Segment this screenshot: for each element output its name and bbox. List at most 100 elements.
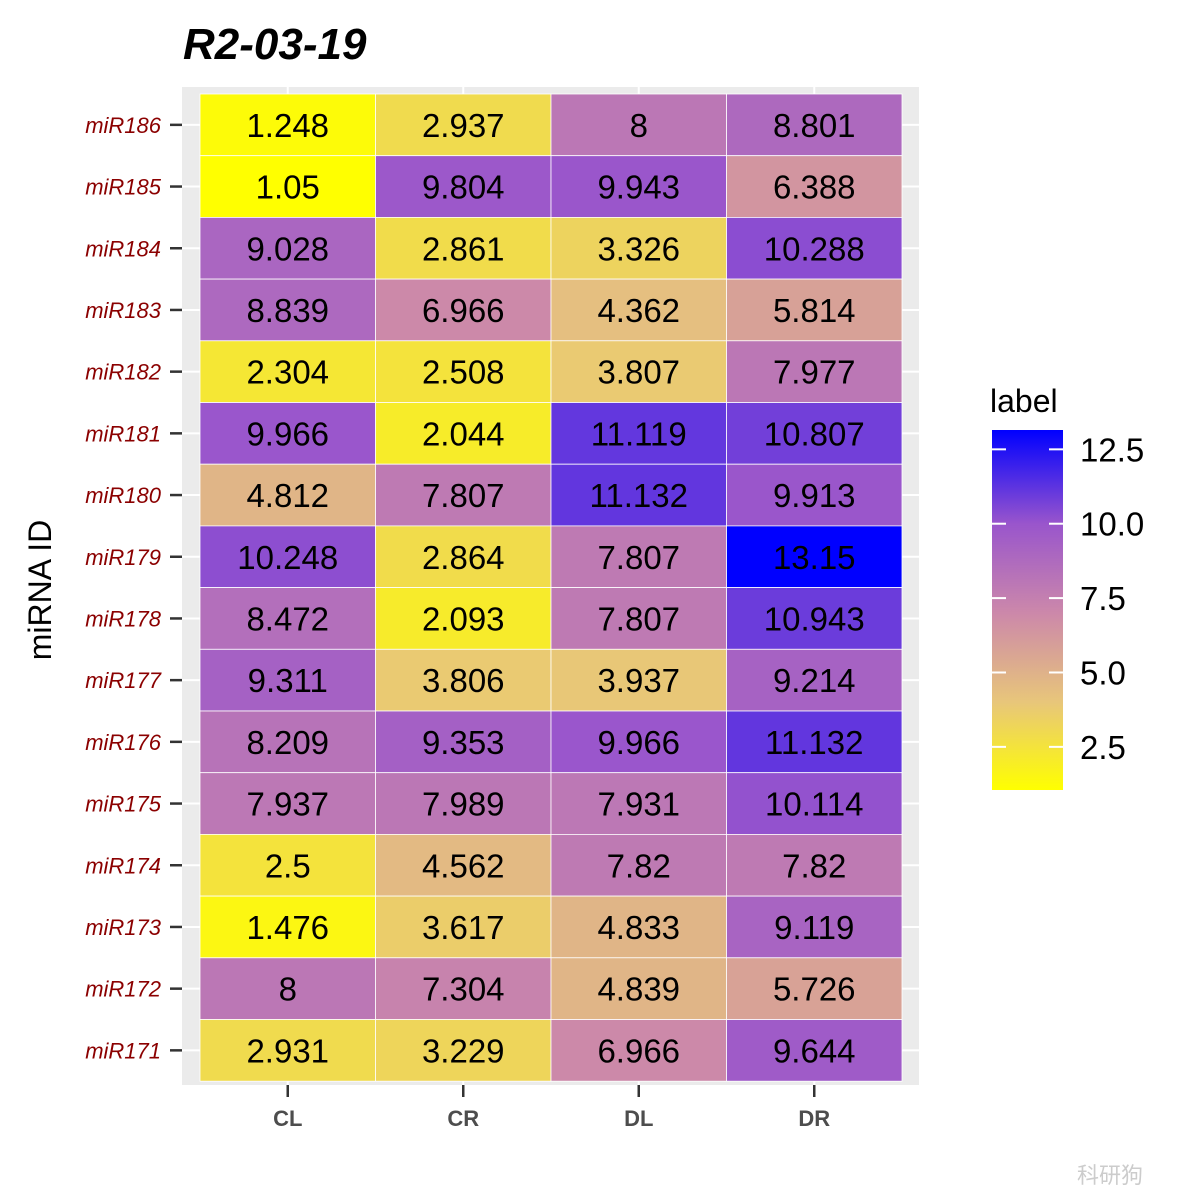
legend-tick-label: 12.5 (1080, 431, 1144, 468)
heatmap-cell (550, 710, 727, 774)
cell-label: 11.132 (590, 477, 688, 514)
x-tick-label: CL (273, 1106, 302, 1131)
cell-label: 2.304 (246, 354, 329, 391)
cell-label: 3.937 (597, 662, 680, 699)
cell-label: 9.804 (422, 169, 505, 206)
heatmap-cell (199, 340, 376, 403)
y-tick-label: miR177 (85, 668, 162, 693)
legend-ticks: 2.5 5.0 7.5 10.0 12.5 (992, 431, 1144, 766)
heatmap-cell (375, 340, 552, 403)
cell-label: 4.562 (422, 847, 505, 884)
heatmap-cell (375, 463, 552, 527)
heatmap-cell (726, 772, 903, 835)
cell-label: 7.989 (422, 786, 505, 823)
cell-label: 2.508 (422, 354, 505, 391)
heatmap-cell (550, 155, 727, 218)
cell-label: 9.644 (773, 1032, 856, 1069)
cell-label: 9.353 (422, 724, 505, 761)
heatmap-cell (726, 155, 903, 218)
chart-title: R2-03-19 (183, 20, 367, 69)
heatmap-cell (375, 834, 552, 897)
x-tick-label: DR (798, 1106, 830, 1131)
heatmap-cell (199, 834, 376, 897)
cell-label: 11.132 (765, 724, 863, 761)
heatmap-cell (375, 216, 552, 280)
cell-label: 7.807 (597, 539, 680, 576)
heatmap-cell (550, 93, 727, 157)
heatmap-cell (726, 957, 903, 1020)
color-legend: label 2.5 5.0 7.5 10.0 12.5 (990, 383, 1144, 790)
x-axis: CL CR DL DR (273, 1085, 830, 1131)
heatmap-cell (375, 155, 552, 218)
heatmap-cell (375, 587, 552, 650)
cell-label: 7.977 (773, 354, 856, 391)
heatmap-cell (199, 1019, 376, 1082)
heatmap-cell (199, 648, 376, 712)
heatmap-cell (550, 278, 727, 342)
heatmap-cells (199, 93, 903, 1082)
cell-label: 1.248 (246, 107, 329, 144)
y-tick-label: miR175 (85, 792, 162, 817)
cell-label: 10.807 (764, 415, 865, 452)
heatmap-cell (199, 216, 376, 280)
heatmap-cell (726, 278, 903, 342)
y-tick-label: miR176 (85, 730, 162, 755)
x-tick-label: DL (624, 1106, 653, 1131)
heatmap-cell (726, 93, 903, 157)
heatmap-cell (550, 895, 727, 959)
heatmap-cell (375, 772, 552, 835)
cell-label: 2.937 (422, 107, 505, 144)
heatmap-cell (199, 772, 376, 835)
cell-label: 13.15 (773, 539, 856, 576)
heatmap-cell (550, 216, 727, 280)
cell-label: 1.476 (246, 909, 329, 946)
cell-label: 2.5 (265, 847, 311, 884)
cell-label: 8.801 (773, 107, 856, 144)
heatmap-cell (375, 93, 552, 157)
cell-label: 2.864 (422, 539, 505, 576)
y-tick-label: miR181 (85, 421, 161, 446)
y-tick-label: miR186 (85, 113, 162, 138)
y-tick-label: miR171 (85, 1038, 161, 1063)
heatmap-cell (375, 402, 552, 465)
cell-label: 5.726 (773, 971, 856, 1008)
heatmap-cell (726, 895, 903, 959)
cell-label: 3.807 (597, 354, 680, 391)
heatmap-cell (199, 463, 376, 527)
legend-colorbar (992, 430, 1063, 790)
cell-label: 10.288 (764, 230, 865, 267)
cell-label: 2.093 (422, 600, 505, 637)
y-tick-label: miR180 (85, 483, 162, 508)
heatmap-cell (375, 525, 552, 589)
cell-label: 3.806 (422, 662, 505, 699)
heatmap-cell (199, 710, 376, 774)
y-tick-label: miR173 (85, 915, 162, 940)
cell-label: 3.617 (422, 909, 505, 946)
cell-label: 5.814 (773, 292, 856, 329)
heatmap-cell (726, 402, 903, 465)
heatmap-cell (550, 340, 727, 403)
legend-tick-label: 2.5 (1080, 729, 1126, 766)
heatmap-cell (375, 1019, 552, 1082)
heatmap-cell (726, 648, 903, 712)
heatmap-cell (550, 587, 727, 650)
cell-label: 6.966 (597, 1032, 680, 1069)
y-tick-label: miR172 (85, 977, 161, 1002)
cell-label: 10.943 (764, 600, 865, 637)
cell-label: 7.807 (597, 600, 680, 637)
cell-label: 9.966 (597, 724, 680, 761)
legend-tick-label: 7.5 (1080, 580, 1126, 617)
cell-label: 9.214 (773, 662, 856, 699)
legend-tick-label: 10.0 (1080, 506, 1144, 543)
cell-label: 9.028 (246, 230, 329, 267)
cell-label: 9.311 (248, 662, 328, 699)
cell-label: 7.82 (607, 847, 671, 884)
heatmap-cell (199, 587, 376, 650)
cell-labels: 1.248 2.937 8 8.801 1.05 9.804 9.943 6.388 9.028… (237, 107, 865, 1069)
heatmap-cell (199, 402, 376, 465)
cell-label: 1.05 (256, 169, 320, 206)
heatmap-cell (550, 957, 727, 1020)
cell-label: 10.248 (237, 539, 338, 576)
heatmap-cell (199, 93, 376, 157)
